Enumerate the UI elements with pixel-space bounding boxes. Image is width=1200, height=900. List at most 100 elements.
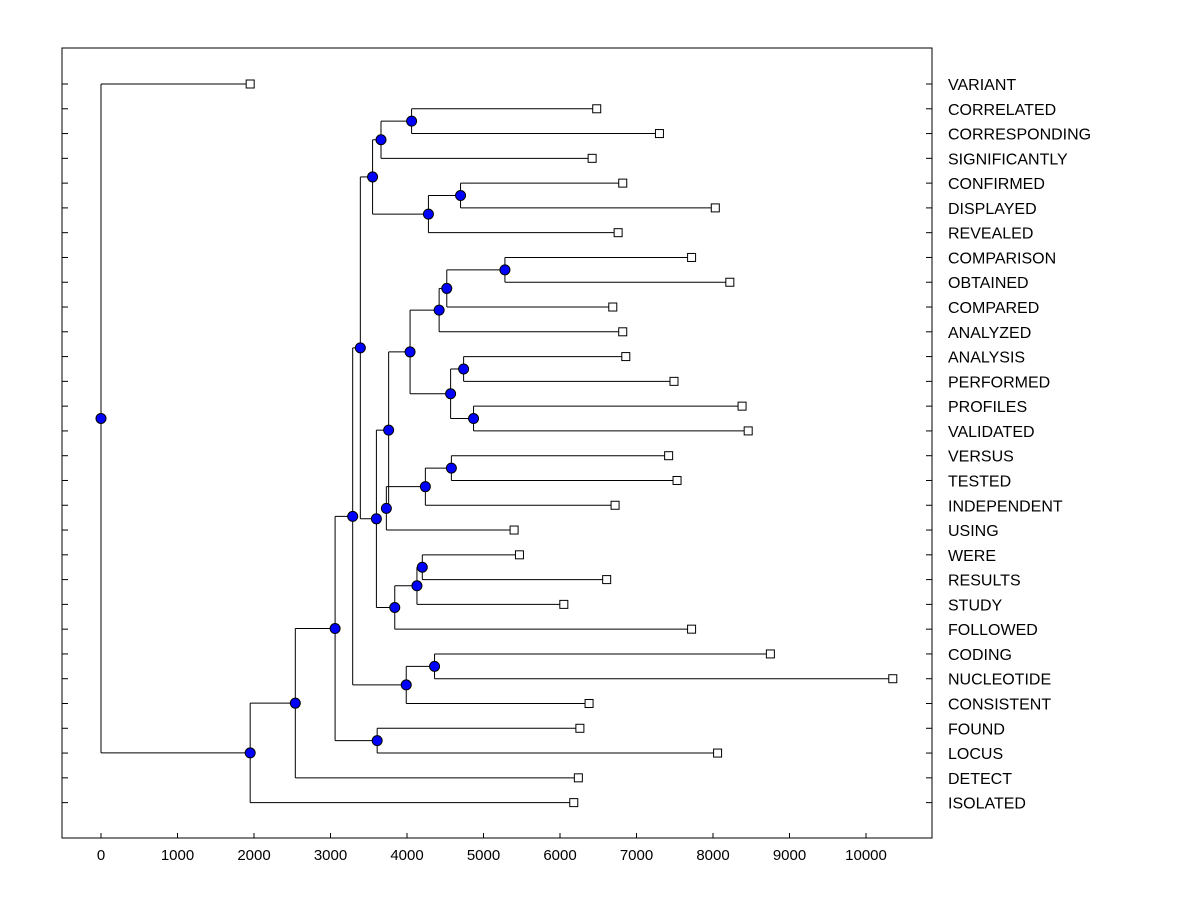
- merge-node: [244, 747, 256, 759]
- leaf-label: INDEPENDENT: [948, 498, 1063, 515]
- merge-node: [383, 424, 395, 436]
- x-tick-label: 5000: [467, 847, 500, 864]
- leaf-marker: [618, 327, 628, 337]
- merge-node: [95, 412, 107, 424]
- leaf-label: COMPARED: [948, 300, 1039, 317]
- leaf-label: ISOLATED: [948, 796, 1026, 813]
- merge-node: [445, 462, 457, 474]
- x-tick-label: 7000: [620, 847, 653, 864]
- leaf-label: DISPLAYED: [948, 201, 1037, 218]
- x-tick-label: 10000: [845, 847, 887, 864]
- x-tick-label: 8000: [696, 847, 729, 864]
- x-tick-label: 4000: [390, 847, 423, 864]
- x-tick-label: 1000: [161, 847, 194, 864]
- leaf-label: CODING: [948, 647, 1012, 664]
- merge-node: [499, 264, 511, 276]
- leaf-label: FOUND: [948, 721, 1005, 738]
- leaf-label: VARIANT: [948, 77, 1016, 94]
- leaf-marker: [710, 203, 720, 213]
- leaf-marker: [765, 649, 775, 659]
- leaf-label: STUDY: [948, 597, 1003, 614]
- leaf-label: USING: [948, 523, 999, 540]
- merge-node: [289, 697, 301, 709]
- leaf-label: TESTED: [948, 473, 1011, 490]
- leaf-marker: [725, 277, 735, 287]
- merge-node: [419, 481, 431, 493]
- x-tick-label: 2000: [237, 847, 270, 864]
- merge-node: [400, 679, 412, 691]
- merge-node: [389, 601, 401, 613]
- leaf-marker: [713, 748, 723, 758]
- leaf-label: ANALYSIS: [948, 350, 1025, 367]
- merge-node: [422, 208, 434, 220]
- leaf-marker: [608, 302, 618, 312]
- leaf-label: WERE: [948, 548, 996, 565]
- x-tick-label: 9000: [773, 847, 806, 864]
- y-tick-marks: [62, 83, 932, 804]
- leaf-marker: [245, 79, 255, 89]
- merge-node: [354, 342, 366, 354]
- merge-node: [416, 561, 428, 573]
- leaf-labels: VARIANT CORRELATED CORRESPONDING SIGNIFICAN…: [948, 77, 1091, 813]
- leaf-marker: [602, 575, 612, 585]
- leaf-marker: [592, 104, 602, 114]
- leaf-label: REVEALED: [948, 226, 1033, 243]
- leaf-marker: [514, 550, 524, 560]
- merge-node: [404, 346, 416, 358]
- leaf-label: COMPARISON: [948, 250, 1056, 267]
- leaf-marker: [888, 674, 898, 684]
- leaf-label: LOCUS: [948, 746, 1003, 763]
- merge-node: [371, 735, 383, 747]
- leaf-label: CONFIRMED: [948, 176, 1045, 193]
- leaf-label: FOLLOWED: [948, 622, 1038, 639]
- leaf-marker: [587, 153, 597, 163]
- leaf-label: ANALYZED: [948, 325, 1031, 342]
- merge-node: [455, 190, 467, 202]
- leaf-label: SIGNIFICANTLY: [948, 151, 1068, 168]
- x-tick-label: 3000: [314, 847, 347, 864]
- merge-node: [347, 510, 359, 522]
- leaf-label: CORRESPONDING: [948, 127, 1091, 144]
- merge-node: [458, 363, 470, 375]
- leaf-marker: [509, 525, 519, 535]
- x-tick-label: 0: [97, 847, 105, 864]
- merge-node: [429, 660, 441, 672]
- merge-node: [445, 388, 457, 400]
- leaf-marker: [584, 699, 594, 708]
- leaf-label: OBTAINED: [948, 275, 1029, 292]
- merge-node: [411, 580, 423, 592]
- merge-node: [468, 413, 480, 425]
- leaf-marker: [610, 500, 620, 510]
- merge-node: [380, 502, 392, 514]
- leaf-marker: [621, 352, 631, 362]
- leaf-label: RESULTS: [948, 573, 1021, 590]
- leaf-marker: [672, 475, 682, 485]
- leaf-marker: [687, 252, 697, 262]
- merge-node: [433, 304, 445, 316]
- leaf-marker: [569, 798, 579, 808]
- leaf-label: CORRELATED: [948, 102, 1056, 119]
- x-axis-ticks: 0 1000 2000 3000 4000 5000 6000 7000 8000 9000 100…: [97, 833, 887, 864]
- plot-frame: [61, 47, 933, 839]
- leaf-marker: [743, 426, 753, 436]
- merge-node: [406, 115, 418, 127]
- merge-node: [329, 623, 341, 635]
- leaf-marker: [737, 401, 747, 411]
- merge-node: [367, 171, 379, 183]
- leaf-marker: [559, 599, 569, 609]
- leaf-marker: [618, 178, 628, 188]
- x-tick-label: 6000: [543, 847, 576, 864]
- merge-node: [375, 134, 387, 146]
- leaf-label: VALIDATED: [948, 424, 1035, 441]
- leaf-marker: [613, 228, 623, 238]
- leaf-label: PERFORMED: [948, 374, 1050, 391]
- leaf-marker: [654, 129, 664, 139]
- leaf-marker: [669, 376, 679, 386]
- leaf-markers: [245, 79, 898, 808]
- leaf-label: NUCLEOTIDE: [948, 672, 1051, 689]
- merge-node: [441, 282, 453, 294]
- leaf-label: CONSISTENT: [948, 697, 1051, 714]
- leaf-label: DETECT: [948, 771, 1012, 788]
- merge-nodes: [95, 115, 511, 759]
